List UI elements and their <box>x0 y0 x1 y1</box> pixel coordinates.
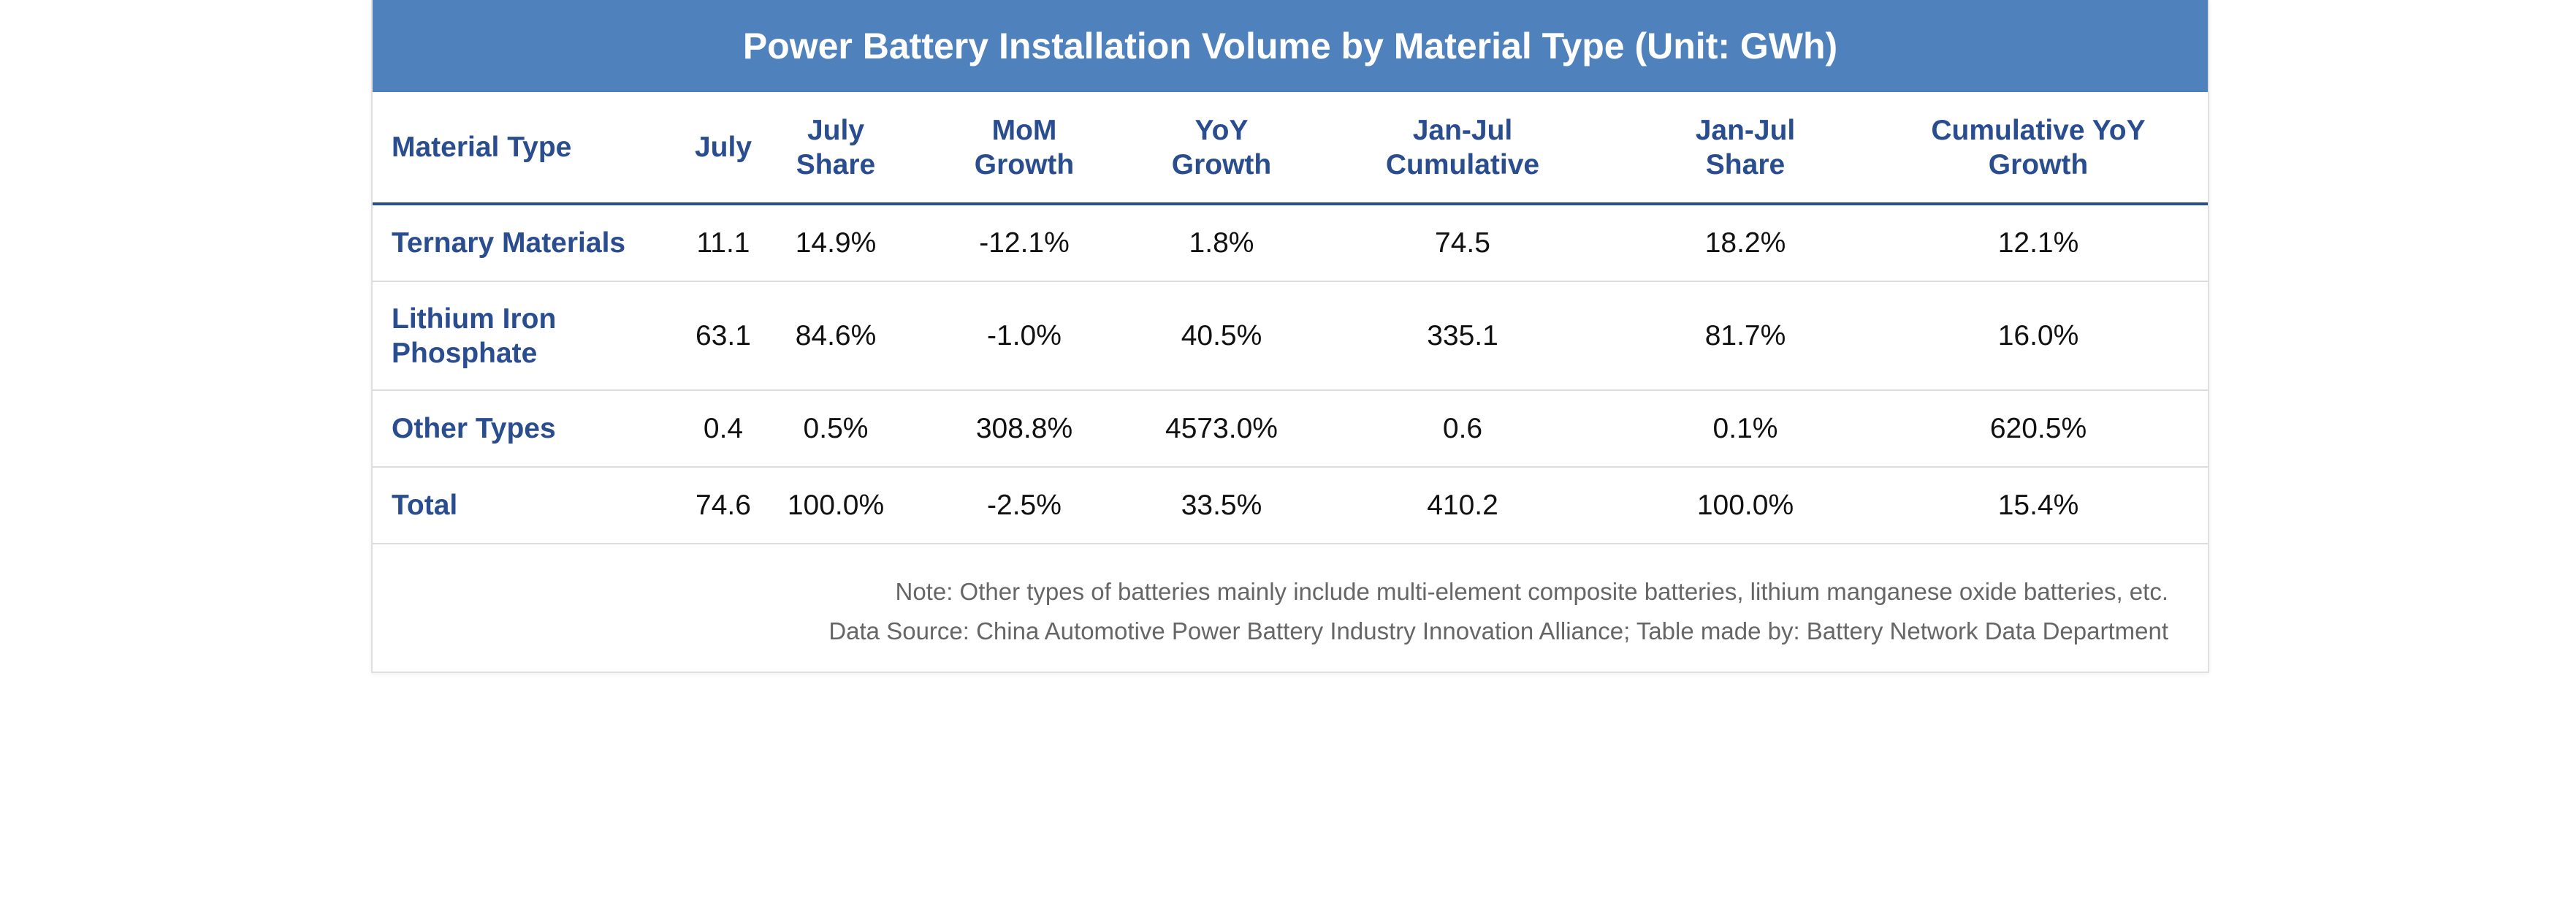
table-cell: 84.6% <box>763 281 909 391</box>
column-header-label: Growth <box>1988 148 2089 180</box>
column-header-label: July <box>807 114 865 146</box>
table-cell: -12.1% <box>909 204 1140 282</box>
table-cell: 1.8% <box>1140 204 1303 282</box>
column-header-label: July <box>694 132 752 163</box>
column-header-label: Share <box>796 148 876 180</box>
column-header-label: Cumulative YoY <box>1931 114 2146 146</box>
table-cell: 11.1 <box>684 204 763 282</box>
table-cell: 620.5% <box>1869 390 2208 468</box>
table-cell: 335.1 <box>1303 281 1622 391</box>
table-cell: 410.2 <box>1303 467 1622 544</box>
table-cell: 81.7% <box>1622 281 1869 391</box>
battery-installation-table: Material Type July July Share MoM Growth Y… <box>373 92 2208 544</box>
table-cell: 100.0% <box>1622 467 1869 544</box>
column-header-label: Share <box>1705 148 1786 180</box>
table-row: Other Types 0.4 0.5% 308.8% 4573.0% 0.6 … <box>373 390 2208 468</box>
table-cell: 0.1% <box>1622 390 1869 468</box>
data-table-card: Power Battery Installation Volume by Mat… <box>371 0 2209 673</box>
table-cell: -2.5% <box>909 467 1140 544</box>
column-header-label: Jan-Jul <box>1412 114 1513 146</box>
column-header-label: YoY <box>1194 114 1249 146</box>
table-cell: 308.8% <box>909 390 1140 468</box>
row-label: Other Types <box>373 390 684 468</box>
table-cell: 0.5% <box>763 390 909 468</box>
table-cell: 4573.0% <box>1140 390 1303 468</box>
table-row: Lithium Iron Phosphate 63.1 84.6% -1.0% … <box>373 281 2208 391</box>
table-cell: 100.0% <box>763 467 909 544</box>
table-cell: 12.1% <box>1869 204 2208 282</box>
table-cell: 33.5% <box>1140 467 1303 544</box>
column-header: Cumulative YoY Growth <box>1869 92 2208 205</box>
table-cell: 15.4% <box>1869 467 2208 544</box>
header-row: Material Type July July Share MoM Growth Y… <box>373 92 2208 205</box>
footnote: Note: Other types of batteries mainly in… <box>895 578 2168 605</box>
column-header-label: MoM <box>991 114 1057 146</box>
table-row: Total 74.6 100.0% -2.5% 33.5% 410.2 100.… <box>373 467 2208 544</box>
column-header: MoM Growth <box>909 92 1140 205</box>
table-cell: 63.1 <box>684 281 763 391</box>
table-notes: Note: Other types of batteries mainly in… <box>373 544 2208 651</box>
column-header: July Share <box>763 92 909 205</box>
table-cell: 40.5% <box>1140 281 1303 391</box>
column-header: YoY Growth <box>1140 92 1303 205</box>
row-label: Total <box>373 467 684 544</box>
table-row: Ternary Materials 11.1 14.9% -12.1% 1.8%… <box>373 204 2208 282</box>
table-cell: 0.6 <box>1303 390 1622 468</box>
table-cell: 0.4 <box>684 390 763 468</box>
column-header-label: Jan-Jul <box>1695 114 1796 146</box>
table-cell: 18.2% <box>1622 204 1869 282</box>
column-header: Jan-Jul Cumulative <box>1303 92 1622 205</box>
table-title: Power Battery Installation Volume by Mat… <box>373 0 2208 92</box>
column-header-label: Cumulative <box>1385 148 1540 180</box>
column-header-label: Growth <box>1171 148 1272 180</box>
table-cell: 16.0% <box>1869 281 2208 391</box>
table-cell: -1.0% <box>909 281 1140 391</box>
data-source: Data Source: China Automotive Power Batt… <box>828 617 2168 644</box>
column-header: Material Type <box>373 92 684 205</box>
table-cell: 74.5 <box>1303 204 1622 282</box>
table-cell: 14.9% <box>763 204 909 282</box>
row-label: Lithium Iron Phosphate <box>373 281 684 391</box>
column-header-label: Material Type <box>392 132 572 163</box>
row-label: Ternary Materials <box>373 204 684 282</box>
column-header: July <box>684 92 763 205</box>
column-header-label: Growth <box>974 148 1075 180</box>
column-header: Jan-Jul Share <box>1622 92 1869 205</box>
table-cell: 74.6 <box>684 467 763 544</box>
